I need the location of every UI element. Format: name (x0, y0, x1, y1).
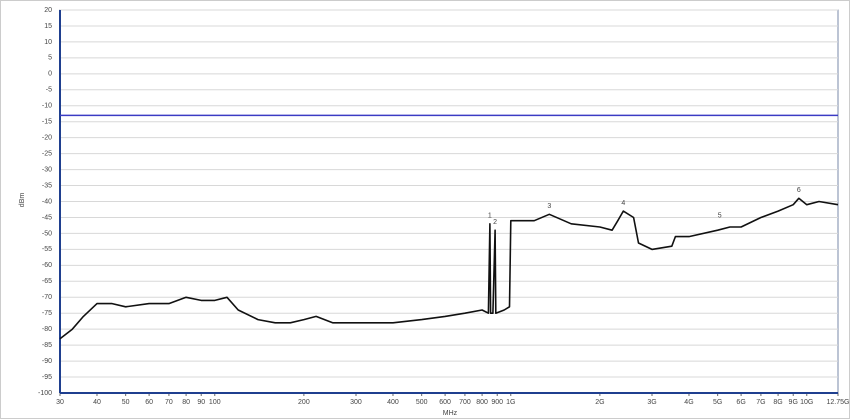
x-tick-label: 100 (209, 399, 221, 406)
x-tick-label: 8G (773, 399, 782, 406)
x-tick-label: 1G (506, 399, 515, 406)
x-tick-label: 90 (197, 399, 205, 406)
x-tick-label: 70 (165, 399, 173, 406)
trace (59, 197, 839, 340)
x-tick-label: 700 (459, 399, 471, 406)
y-axis-label: dBm (19, 193, 26, 208)
y-tick-label: -40 (42, 198, 52, 205)
x-tick-label: 60 (145, 399, 153, 406)
y-tick-label: -30 (42, 166, 52, 173)
y-tick-label: 0 (48, 71, 52, 78)
y-tick-label: -5 (46, 87, 52, 94)
x-tick-label: 800 (476, 399, 488, 406)
x-tick-label: 3G (647, 399, 656, 406)
y-tick-label: -100 (38, 390, 52, 397)
y-tick-label: -60 (42, 262, 52, 269)
y-tick-label: -90 (42, 358, 52, 365)
y-tick-label: -95 (42, 374, 52, 381)
y-tick-label: -35 (42, 182, 52, 189)
x-tick-label: 600 (439, 399, 451, 406)
marker-label: 6 (797, 187, 801, 194)
y-tick-label: -25 (42, 150, 52, 157)
x-tick-label: 12.75G (827, 399, 850, 406)
x-tick-label: 40 (93, 399, 101, 406)
y-tick-label: 10 (44, 39, 52, 46)
y-tick-label: -80 (42, 326, 52, 333)
x-axis-label: MHz (443, 410, 458, 417)
y-tick-label: -75 (42, 310, 52, 317)
y-tick-label: -15 (42, 119, 52, 126)
x-tick-label: 7G (756, 399, 765, 406)
marker-label: 2 (493, 219, 497, 226)
x-tick-label: 9G (789, 399, 798, 406)
x-tick-label: 6G (736, 399, 745, 406)
x-tick-label: 400 (387, 399, 399, 406)
x-tick-label: 10G (800, 399, 813, 406)
x-tick-label: 2G (595, 399, 604, 406)
y-tick-label: -50 (42, 230, 52, 237)
y-tick-label: -10 (42, 103, 52, 110)
x-tick-label: 200 (298, 399, 310, 406)
y-tick-label: -65 (42, 278, 52, 285)
x-tick-label: 30 (56, 399, 64, 406)
x-tick-label: 5G (713, 399, 722, 406)
x-tick-label: 300 (350, 399, 362, 406)
y-tick-label: -20 (42, 135, 52, 142)
marker-label: 1 (488, 213, 492, 220)
x-tick-label: 500 (416, 399, 428, 406)
x-tick-label: 4G (684, 399, 693, 406)
y-tick-label: -70 (42, 294, 52, 301)
x-tick-label: 80 (182, 399, 190, 406)
x-tick-label: 900 (491, 399, 503, 406)
y-tick-label: -55 (42, 246, 52, 253)
y-tick-label: -45 (42, 214, 52, 221)
y-tick-label: 5 (48, 55, 52, 62)
y-tick-label: 15 (44, 23, 52, 30)
y-tick-label: 20 (44, 7, 52, 14)
marker-label: 3 (547, 203, 551, 210)
y-tick-label: -85 (42, 342, 52, 349)
x-tick-label: 50 (122, 399, 130, 406)
marker-label: 5 (718, 213, 722, 220)
marker-label: 4 (621, 200, 625, 207)
